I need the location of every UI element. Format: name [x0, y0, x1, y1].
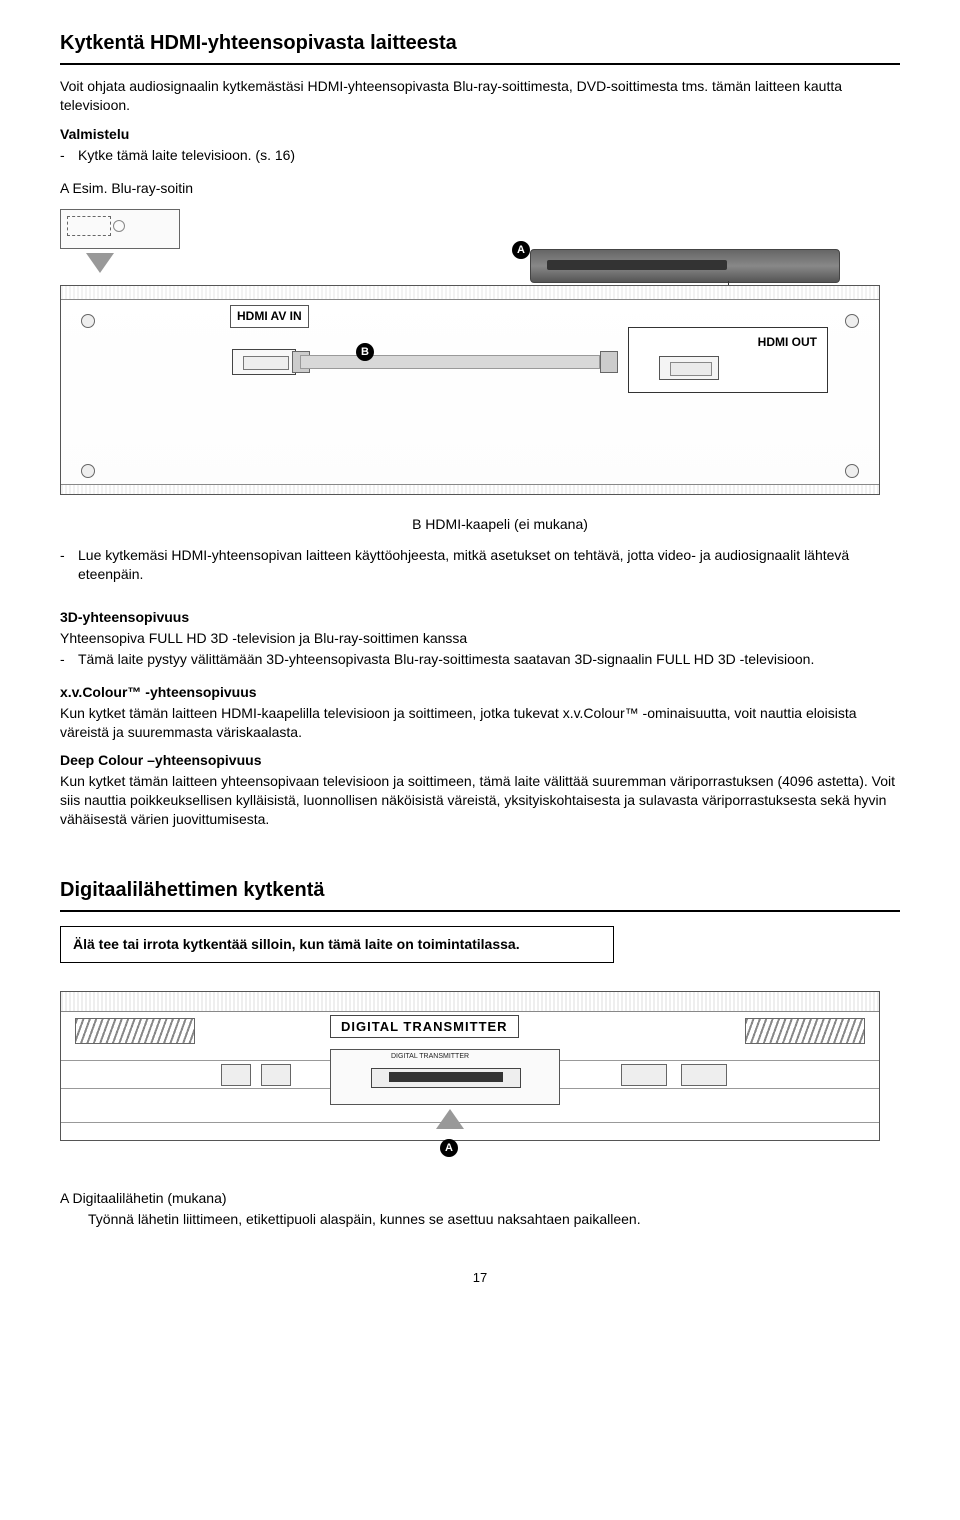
p3a-bullet: - Tämä laite pystyy välittämään 3D-yhtee… — [60, 650, 900, 669]
warning-box: Älä tee tai irrota kytkentää silloin, ku… — [60, 926, 614, 963]
h3-3d: 3D-yhteensopivuus — [60, 608, 900, 627]
p3a-bullet-text: Tämä laite pystyy välittämään 3D-yhteens… — [78, 650, 814, 669]
prep-heading: Valmistelu — [60, 126, 129, 142]
intro-text: Voit ohjata audiosignaalin kytkemästäsi … — [60, 77, 900, 115]
top-device-icon — [60, 209, 180, 249]
prep-bullet: - Kytke tämä laite televisioon. (s. 16) — [60, 146, 900, 165]
hdmi-cable-icon — [300, 355, 600, 369]
prep-bullet-text: Kytke tämä laite televisioon. (s. 16) — [78, 146, 295, 165]
p3c-text: Kun kytket tämän laitteen yhteensopivaan… — [60, 772, 900, 829]
caption-b: B HDMI-kaapeli (ei mukana) — [370, 515, 630, 534]
bluray-player-icon — [530, 249, 840, 283]
badge-a-icon: A — [512, 241, 530, 259]
page-number: 17 — [60, 1269, 900, 1287]
arrow-down-icon — [86, 253, 114, 273]
hdmi-connection-diagram: A HDMI AV IN B HDMI OUT — [60, 209, 880, 499]
footer-a-text: Työnnä lähetin liittimeen, etikettipuoli… — [60, 1210, 900, 1229]
transmitter-slot-icon: DIGITAL TRANSMITTER — [330, 1049, 560, 1105]
h3-xvcolour: x.v.Colour™ -yhteensopivuus — [60, 683, 900, 702]
section1-title: Kytkentä HDMI-yhteensopivasta laitteesta — [60, 30, 900, 65]
hdmi-out-label: HDMI OUT — [758, 334, 817, 350]
h3-deepcolour: Deep Colour –yhteensopivuus — [60, 751, 900, 770]
read-manual-text: Lue kytkemäsi HDMI-yhteensopivan laittee… — [78, 546, 900, 584]
a-example-label: A Esim. Blu-ray-soitin — [60, 179, 900, 198]
badge-a2-icon: A — [440, 1139, 458, 1157]
hdmi-out-port-icon — [659, 356, 719, 380]
cable-plug-right-icon — [600, 351, 618, 373]
digital-transmitter-diagram: DIGITAL TRANSMITTER DIGITAL TRANSMITTER … — [60, 991, 880, 1161]
p3b-text: Kun kytket tämän laitteen HDMI-kaapelill… — [60, 704, 900, 742]
hdmi-in-port-icon — [232, 349, 296, 375]
hdmi-av-in-label: HDMI AV IN — [230, 305, 309, 327]
hdmi-out-box-icon: HDMI OUT — [628, 327, 828, 393]
slot-small-label: DIGITAL TRANSMITTER — [391, 1052, 469, 1061]
digital-transmitter-label: DIGITAL TRANSMITTER — [330, 1015, 519, 1039]
footer-a-label: A Digitaalilähetin (mukana) — [60, 1189, 900, 1208]
section2-title: Digitaalilähettimen kytkentä — [60, 877, 900, 912]
read-manual-bullet: - Lue kytkemäsi HDMI-yhteensopivan laitt… — [60, 546, 900, 584]
p3a-line1: Yhteensopiva FULL HD 3D -television ja B… — [60, 629, 900, 648]
arrow-up-icon — [436, 1109, 464, 1129]
